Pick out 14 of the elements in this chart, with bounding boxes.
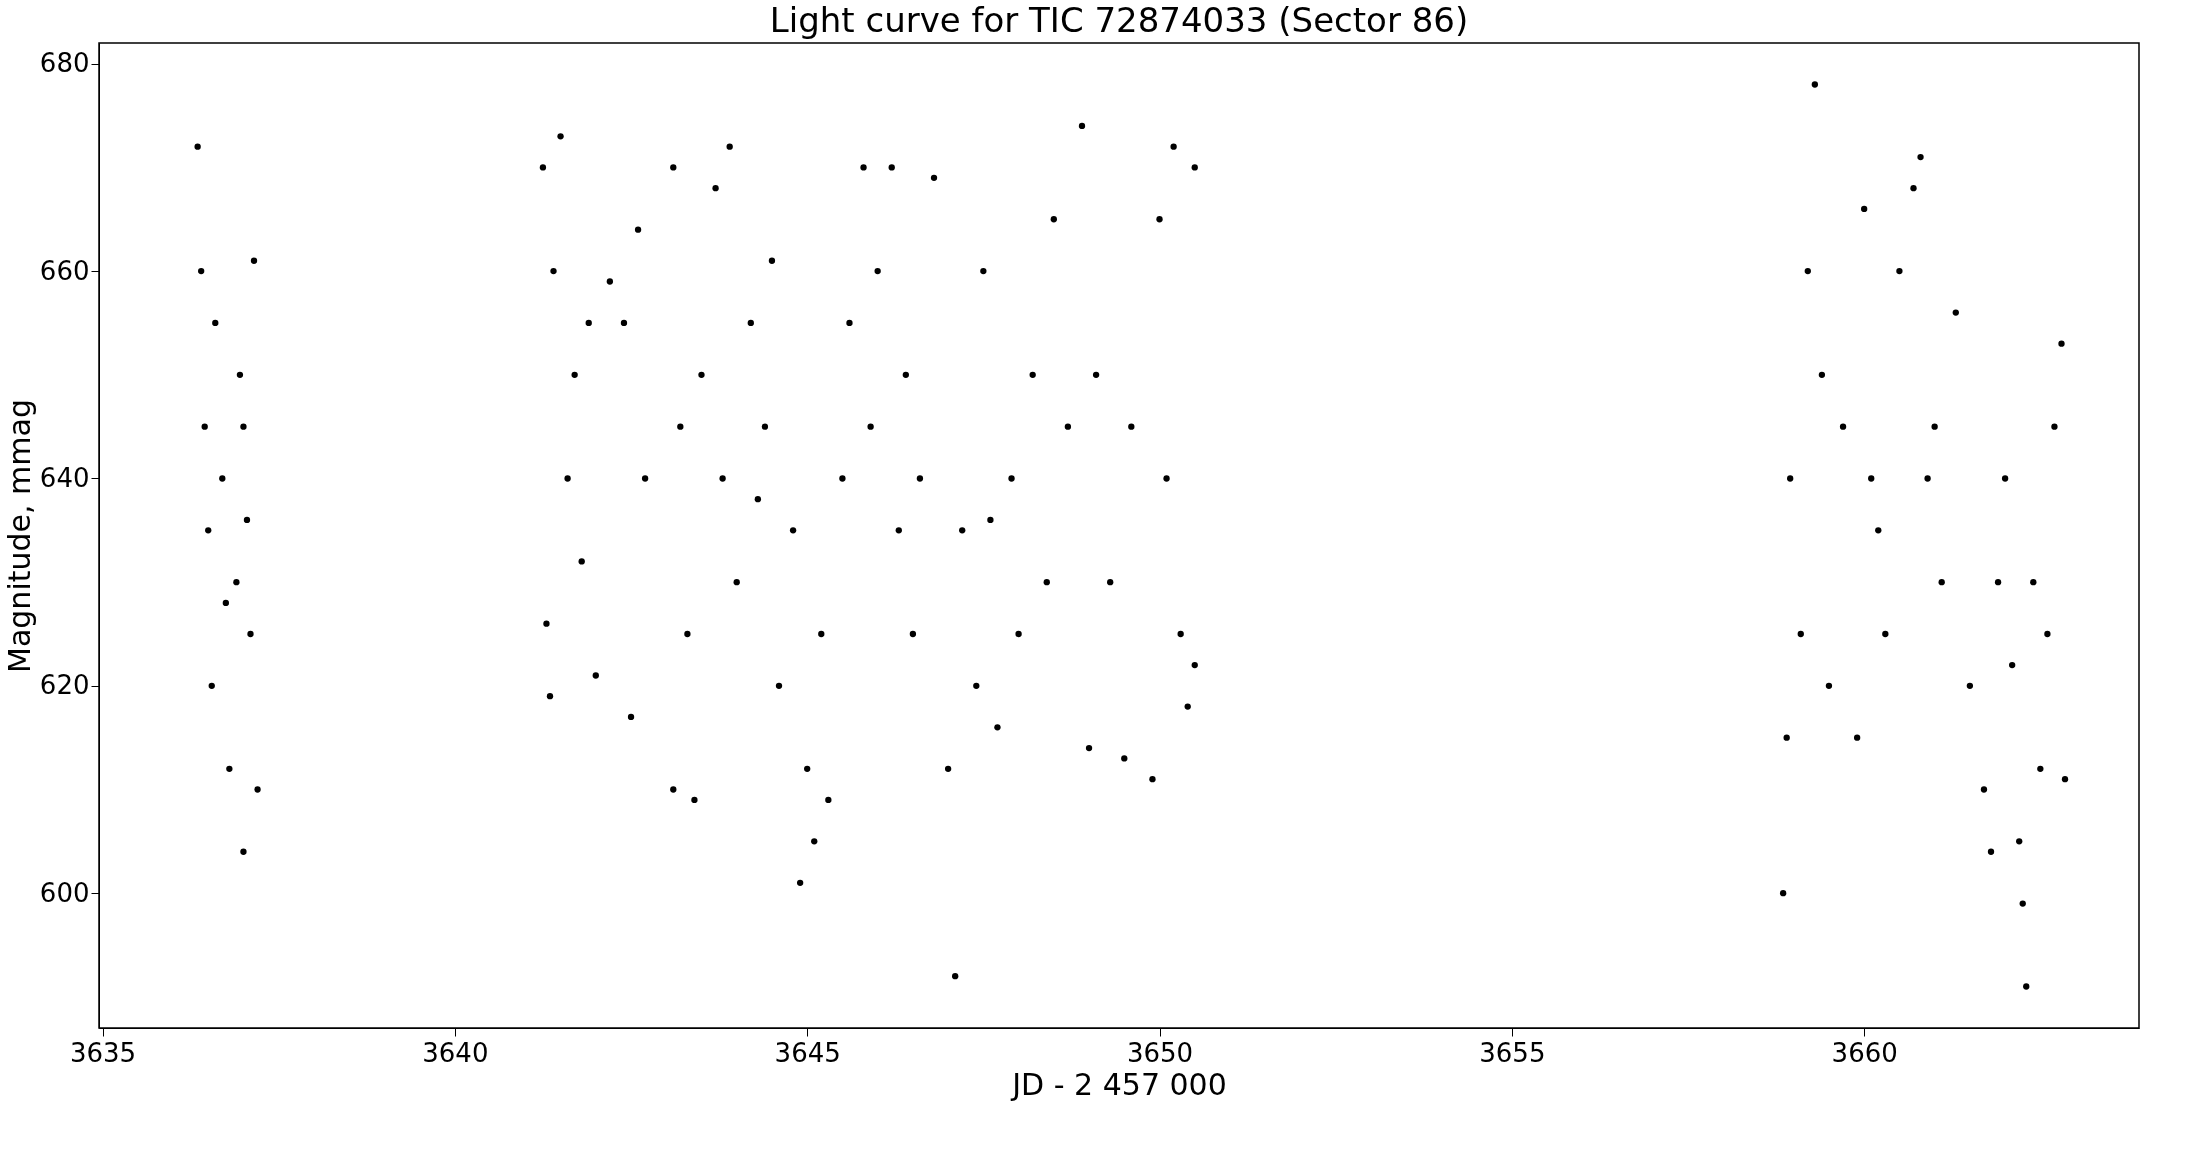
x-tick-label: 3650 — [1126, 1037, 1194, 1068]
y-tick-label: 680 — [39, 48, 90, 79]
x-tick-label: 3655 — [1479, 1037, 1546, 1068]
x-tick-label: 3660 — [1831, 1037, 1898, 1068]
y-tick-label: 640 — [39, 462, 90, 493]
x-axis-title: JD - 2 457 000 — [1010, 1066, 1227, 1102]
x-tick-label: 3640 — [422, 1037, 489, 1068]
x-tick-label: 3635 — [69, 1037, 137, 1068]
y-tick-label: 600 — [39, 877, 90, 908]
y-axis-title: Magnitude, mmag — [1, 399, 37, 673]
chart-title: Light curve for TIC 72874033 (Sector 86) — [769, 0, 1469, 40]
y-tick-label: 660 — [39, 255, 90, 286]
x-tick-label: 3645 — [774, 1037, 841, 1068]
y-tick-label: 620 — [39, 670, 90, 701]
